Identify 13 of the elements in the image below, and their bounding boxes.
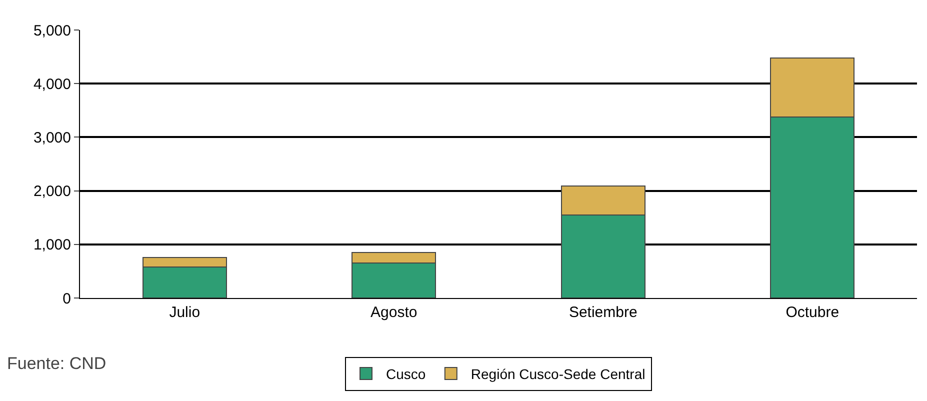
y-tick-label: 3,000 [33, 129, 71, 146]
legend-label: Cusco [386, 366, 426, 382]
source-note: Fuente: CND [7, 354, 106, 373]
x-tick-label: Setiembre [568, 304, 638, 321]
y-tick-label: 0 [62, 290, 71, 308]
y-tick-label: 1,000 [33, 236, 71, 254]
x-tick-label: Octubre [786, 304, 840, 321]
y-tick-label: 2,000 [33, 183, 71, 200]
legend-label: Región Cusco-Sede Central [470, 366, 646, 382]
y-tick-label: 4,000 [33, 76, 71, 93]
y-tick-label: 5,000 [33, 22, 71, 40]
x-tick-label: Agosto [370, 304, 418, 321]
x-tick-label: Julio [169, 304, 200, 321]
